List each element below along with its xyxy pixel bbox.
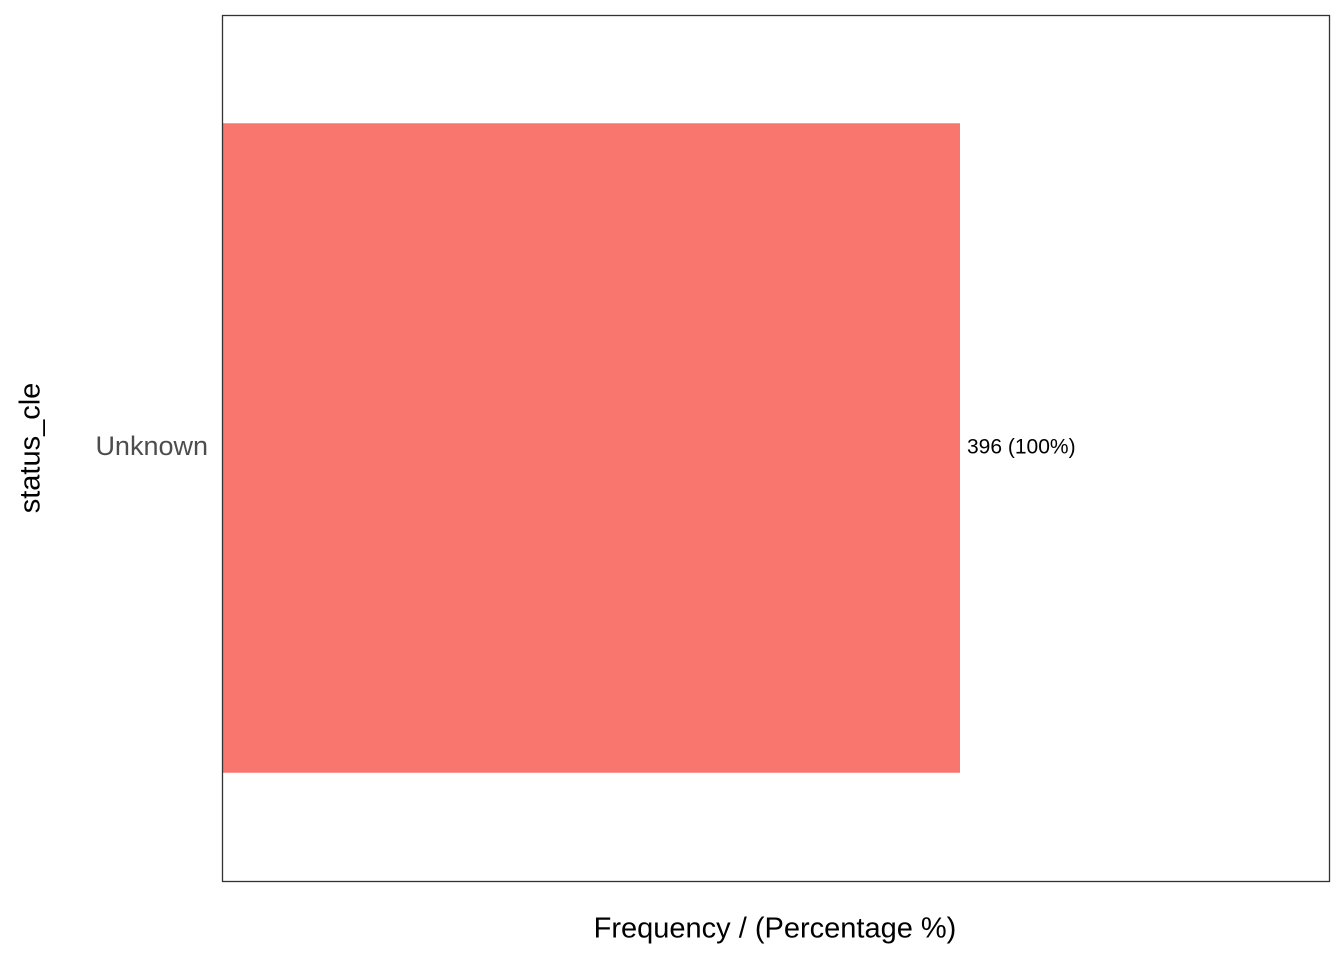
value-label: 396 (100%) [967,436,1076,459]
y-tick-label: Unknown [95,431,208,461]
x-axis-title: Frequency / (Percentage %) [594,913,957,945]
y-axis-title: status_cle [15,383,47,514]
bar [222,123,960,773]
panel-border [221,14,1331,883]
